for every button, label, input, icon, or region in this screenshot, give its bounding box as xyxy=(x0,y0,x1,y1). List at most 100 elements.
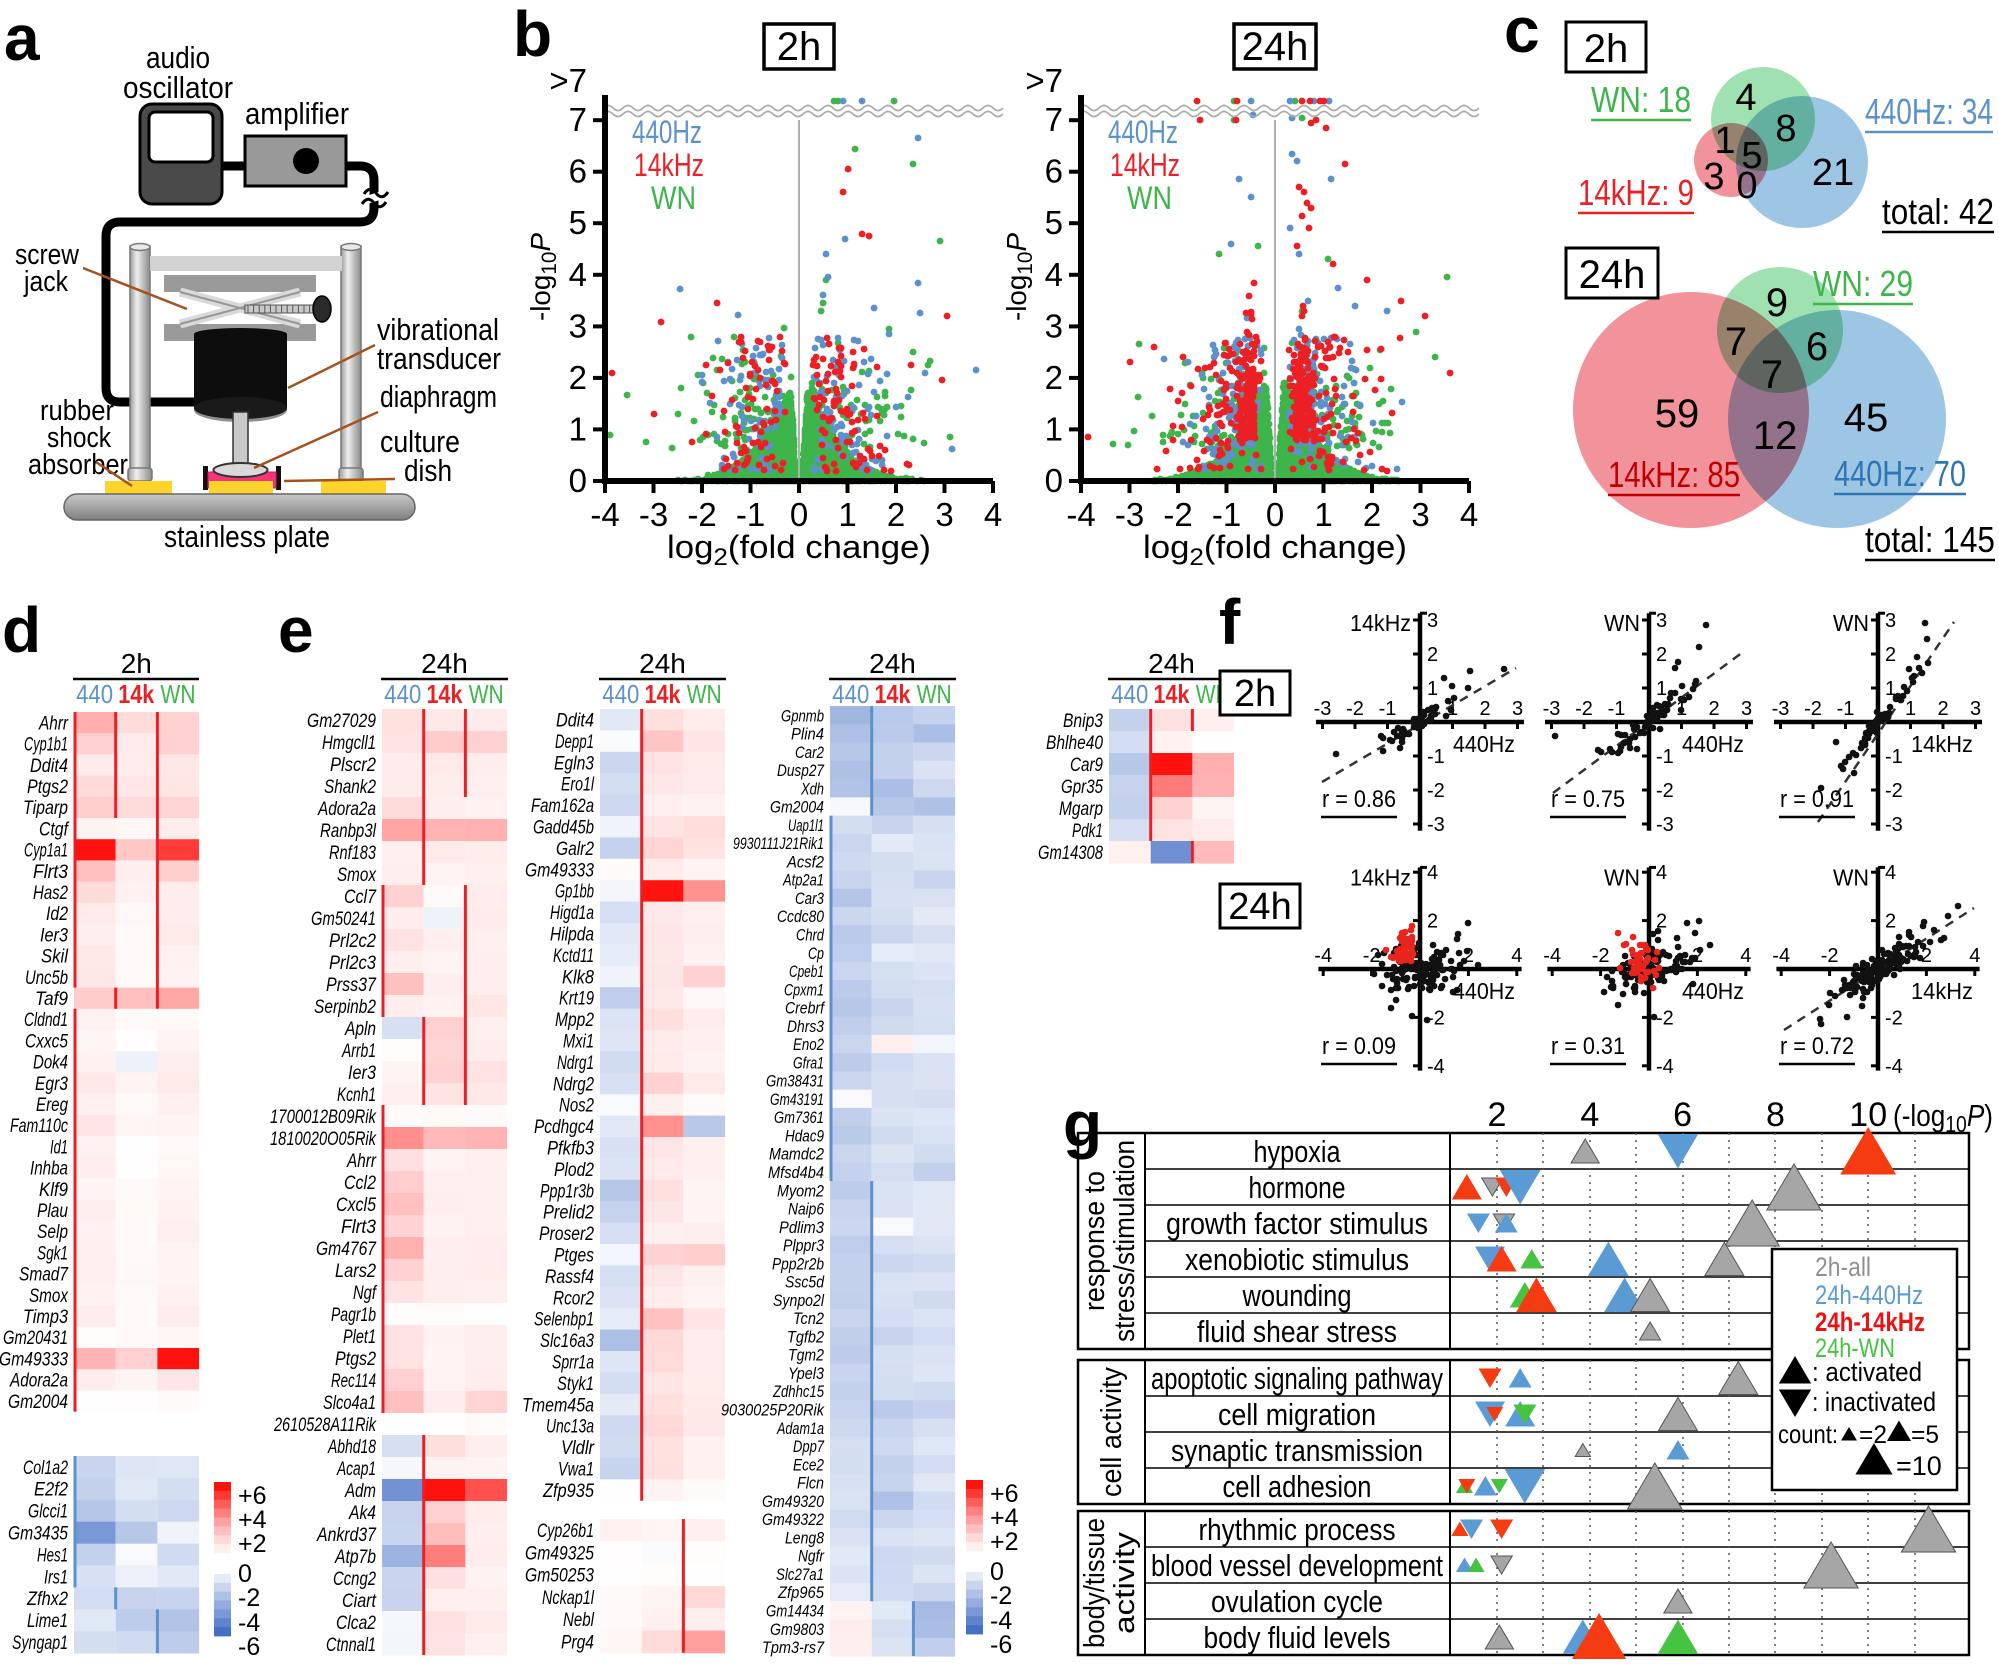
svg-text:3: 3 xyxy=(1885,610,1896,632)
svg-text:59: 59 xyxy=(1655,392,1700,436)
svg-text:Timp3: Timp3 xyxy=(23,1307,68,1328)
svg-text:cell adhesion: cell adhesion xyxy=(1223,1469,1372,1504)
svg-text:Taf9: Taf9 xyxy=(35,989,68,1010)
svg-text:440: 440 xyxy=(602,679,639,709)
svg-text:-2: -2 xyxy=(1427,1007,1445,1029)
svg-text:Inhba: Inhba xyxy=(30,1159,68,1180)
svg-text:-3: -3 xyxy=(639,496,668,533)
svg-text:440: 440 xyxy=(76,679,113,709)
svg-text:4: 4 xyxy=(1740,945,1751,967)
svg-text:0: 0 xyxy=(790,496,808,533)
svg-text:Prl2c3: Prl2c3 xyxy=(329,953,376,974)
svg-text:synaptic transmission: synaptic transmission xyxy=(1171,1433,1423,1468)
svg-text:: inactivated: : inactivated xyxy=(1812,1387,1936,1417)
svg-text:Ankrd37: Ankrd37 xyxy=(316,1525,377,1546)
svg-text:Gm49322: Gm49322 xyxy=(762,1510,824,1529)
svg-text:2: 2 xyxy=(1921,945,1932,967)
svg-text:Acsf2: Acsf2 xyxy=(786,852,824,871)
svg-text:2: 2 xyxy=(1488,1096,1507,1134)
svg-text:+4: +4 xyxy=(238,1506,267,1534)
svg-text:1: 1 xyxy=(1905,698,1916,720)
svg-text:14kHz: 14kHz xyxy=(1911,978,1973,1004)
svg-text:Ccl7: Ccl7 xyxy=(344,887,377,908)
svg-text:Flrt3: Flrt3 xyxy=(33,862,68,883)
svg-text:440Hz: 70: 440Hz: 70 xyxy=(1834,453,1966,494)
svg-text:E2f2: E2f2 xyxy=(34,1480,68,1501)
svg-text:Abhd18: Abhd18 xyxy=(327,1437,376,1458)
svg-text:Cxcl5: Cxcl5 xyxy=(336,1195,376,1216)
svg-text:-4: -4 xyxy=(1543,945,1561,967)
svg-text:Ypel3: Ypel3 xyxy=(788,1364,824,1383)
svg-text:24h-440Hz: 24h-440Hz xyxy=(1815,1280,1923,1310)
svg-text:blood vessel development: blood vessel development xyxy=(1151,1548,1443,1583)
svg-text:3: 3 xyxy=(1656,610,1667,632)
svg-text:count:: count: xyxy=(1778,1419,1838,1449)
svg-text:-3: -3 xyxy=(1772,698,1790,720)
svg-text:Hdac9: Hdac9 xyxy=(785,1127,824,1146)
svg-text:Gm7361: Gm7361 xyxy=(774,1108,824,1127)
svg-text:Smox: Smox xyxy=(337,865,377,886)
svg-text:WN: WN xyxy=(161,679,196,709)
svg-text:Ptgs2: Ptgs2 xyxy=(27,777,68,798)
svg-text:Depp1: Depp1 xyxy=(555,732,594,753)
svg-text:Mfsd4b4: Mfsd4b4 xyxy=(768,1163,824,1182)
svg-text:2h-all: 2h-all xyxy=(1815,1252,1871,1282)
svg-text:2: 2 xyxy=(1463,945,1474,967)
svg-text:+4: +4 xyxy=(990,1504,1019,1532)
svg-text:Col1a2: Col1a2 xyxy=(23,1458,68,1479)
svg-text:Egln3: Egln3 xyxy=(554,753,594,774)
svg-text:oscillator: oscillator xyxy=(123,70,233,105)
svg-text:440: 440 xyxy=(832,679,869,709)
svg-text:Pfkfb3: Pfkfb3 xyxy=(547,1139,594,1160)
svg-text:Plppr3: Plppr3 xyxy=(783,1236,824,1255)
svg-text:Nckap1l: Nckap1l xyxy=(542,1588,595,1609)
svg-text:2: 2 xyxy=(1885,911,1896,933)
svg-text:24h-14kHz: 24h-14kHz xyxy=(1815,1307,1925,1337)
svg-text:rubber: rubber xyxy=(40,395,114,427)
svg-text:Eno2: Eno2 xyxy=(793,1035,824,1054)
svg-text:4: 4 xyxy=(1427,862,1438,884)
svg-text:24h: 24h xyxy=(421,648,468,679)
svg-text:2: 2 xyxy=(1708,698,1719,720)
svg-text:Apln: Apln xyxy=(344,1019,376,1040)
svg-text:-log10P: -log10P xyxy=(525,233,561,321)
svg-text:14k: 14k xyxy=(1154,679,1190,709)
svg-text:Leng8: Leng8 xyxy=(785,1528,824,1547)
svg-text:9030025P20Rik: 9030025P20Rik xyxy=(721,1401,825,1420)
svg-text:1: 1 xyxy=(1885,678,1896,700)
svg-text:Ppp1r3b: Ppp1r3b xyxy=(540,1181,594,1202)
svg-text:Syngap1: Syngap1 xyxy=(12,1633,68,1654)
svg-text:-2: -2 xyxy=(1592,945,1610,967)
svg-text:Gm50241: Gm50241 xyxy=(311,909,376,930)
svg-text:2: 2 xyxy=(1427,911,1438,933)
svg-text:9: 9 xyxy=(1766,281,1788,325)
svg-text:-6: -6 xyxy=(238,1633,260,1659)
svg-text:Cxxc5: Cxxc5 xyxy=(25,1031,68,1052)
svg-text:Has2: Has2 xyxy=(33,883,68,904)
svg-text:Gpnmb: Gpnmb xyxy=(781,706,824,725)
svg-text:WN: WN xyxy=(917,679,952,709)
svg-text:Dusp27: Dusp27 xyxy=(777,761,824,780)
svg-text:Vldlr: Vldlr xyxy=(561,1438,595,1459)
svg-text:r = 0.91: r = 0.91 xyxy=(1780,786,1854,813)
svg-text:3: 3 xyxy=(1045,307,1063,344)
svg-text:4: 4 xyxy=(1969,945,1980,967)
svg-text:Id1: Id1 xyxy=(50,1137,68,1158)
svg-text:14k: 14k xyxy=(118,679,154,709)
svg-text:Ngf: Ngf xyxy=(353,1283,377,1304)
svg-text:Styk1: Styk1 xyxy=(557,1374,594,1395)
svg-text:Ptgs2: Ptgs2 xyxy=(335,1349,376,1370)
svg-text:(-log10P): (-log10P) xyxy=(1893,1098,1993,1137)
svg-text:1: 1 xyxy=(1656,678,1667,700)
svg-text:2h: 2h xyxy=(1234,673,1276,715)
svg-text:24h: 24h xyxy=(1228,886,1291,928)
svg-text:Selp: Selp xyxy=(37,1222,68,1243)
svg-text:3: 3 xyxy=(935,496,953,533)
svg-text:Gm2004: Gm2004 xyxy=(8,1392,68,1413)
svg-text:5: 5 xyxy=(1741,135,1762,177)
svg-text:-4: -4 xyxy=(1066,496,1095,533)
svg-text:g: g xyxy=(1063,1088,1102,1160)
svg-text:-3: -3 xyxy=(1314,698,1332,720)
svg-text:5: 5 xyxy=(569,204,587,241)
svg-text:12: 12 xyxy=(1753,414,1798,458)
